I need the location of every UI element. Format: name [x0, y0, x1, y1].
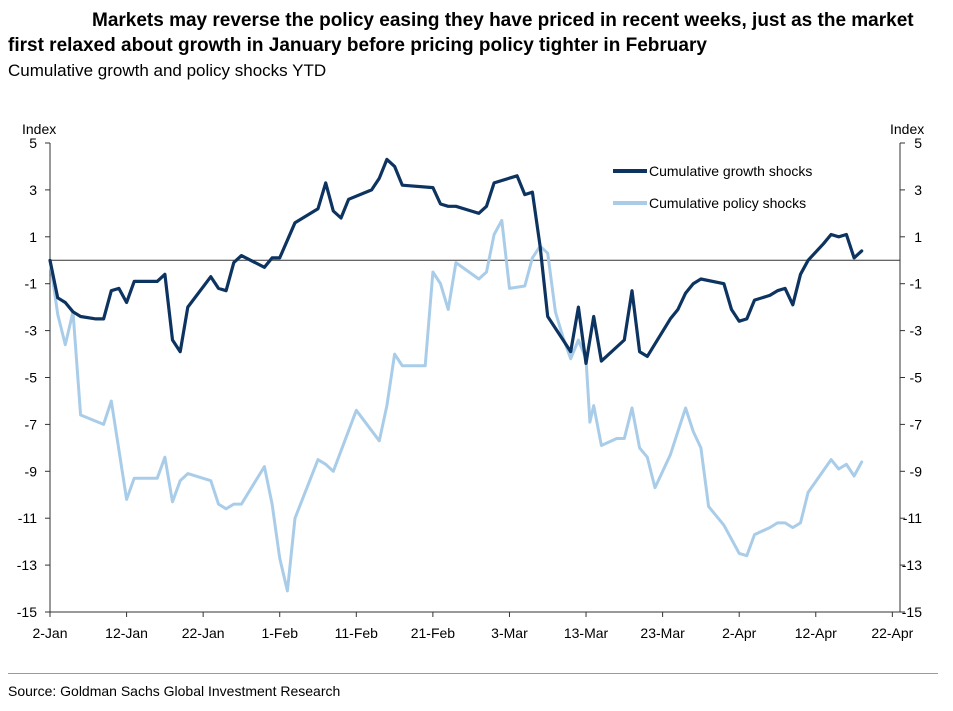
- y-tick-label-left: -11: [18, 510, 37, 526]
- legend: Cumulative growth shocks Cumulative poli…: [613, 163, 812, 211]
- x-tick-label: 22-Jan: [182, 625, 225, 641]
- footer-divider: [8, 673, 938, 674]
- y-tick-label-left: -13: [17, 557, 37, 573]
- y-tick-label-right: -11: [903, 510, 922, 526]
- y-tick-label-right: -7: [910, 416, 923, 432]
- chart-subtitle: Cumulative growth and policy shocks YTD: [8, 61, 327, 80]
- series-line-growth: [48, 157, 864, 365]
- legend-label-growth: Cumulative growth shocks: [649, 163, 812, 179]
- y-tick-label-left: 1: [29, 229, 37, 245]
- y-tick-label-right: -15: [902, 604, 922, 620]
- y-tick-label-right: -9: [910, 463, 923, 479]
- x-tick-label: 13-Mar: [564, 625, 609, 641]
- y-tick-label-right: -13: [902, 557, 922, 573]
- y-tick-label-left: -3: [25, 323, 38, 339]
- chart-title: Markets may reverse the policy easing th…: [8, 10, 914, 56]
- y-tick-label-right: -5: [910, 370, 923, 386]
- x-tick-label: 2-Apr: [722, 625, 757, 641]
- y-tick-label-right: 5: [914, 135, 922, 151]
- series-layer: [48, 157, 864, 593]
- y-tick-label-left: -9: [25, 463, 38, 479]
- y-tick-label-right: 1: [914, 229, 922, 245]
- y-tick-label-left: 3: [29, 182, 37, 198]
- x-tick-label: 22-Apr: [871, 625, 913, 641]
- y-tick-label-left: -1: [25, 276, 38, 292]
- x-axis-ticks: 2-Jan 12-Jan 22-Jan 1-Feb 11-Feb 21-Feb 3-Mar 1…: [32, 612, 914, 641]
- x-tick-label: 23-Mar: [640, 625, 685, 641]
- y-tick-label-left: -5: [25, 370, 38, 386]
- y-tick-label-left: -15: [17, 604, 37, 620]
- y-tick-label-left: 5: [29, 135, 37, 151]
- y-tick-label-right: -1: [910, 276, 923, 292]
- y-tick-label-right: -3: [910, 323, 923, 339]
- x-tick-label: 1-Feb: [261, 625, 298, 641]
- x-tick-label: 12-Apr: [795, 625, 837, 641]
- x-tick-label: 3-Mar: [491, 625, 528, 641]
- left-axis-ticks: 5 3 1 -1 -3 -5 -7 -9 -11 -13 -15: [17, 135, 50, 620]
- y-tick-label-left: -7: [25, 416, 38, 432]
- x-tick-label: 21-Feb: [411, 625, 456, 641]
- x-tick-label: 11-Feb: [335, 625, 379, 641]
- right-axis-unit: Index: [890, 121, 924, 137]
- legend-label-policy: Cumulative policy shocks: [649, 195, 806, 211]
- y-tick-label-right: 3: [914, 182, 922, 198]
- series-line-policy: [48, 218, 864, 593]
- x-tick-label: 12-Jan: [105, 625, 148, 641]
- source-note: Source: Goldman Sachs Global Investment …: [8, 683, 341, 699]
- left-axis-unit: Index: [22, 121, 56, 137]
- right-axis-ticks: 5 3 1 -1 -3 -5 -7 -9 -11 -13 -15: [900, 135, 922, 620]
- x-tick-label: 2-Jan: [32, 625, 67, 641]
